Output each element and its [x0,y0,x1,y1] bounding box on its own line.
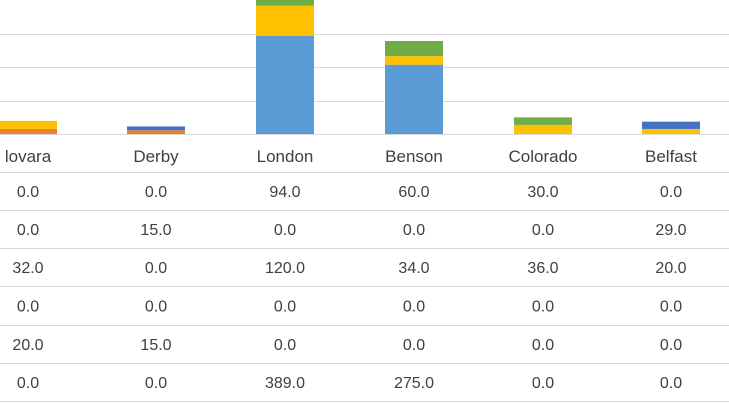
table-cell-2-4: 36.0 [527,260,558,277]
table-cell-1-5: 29.0 [655,222,686,239]
table-cell-0-3: 60.0 [398,184,429,201]
table-cell-4-2: 0.0 [274,337,296,354]
table-cell-1-4: 0.0 [532,222,554,239]
table-cell-3-5: 0.0 [660,299,682,316]
table-cell-4-1: 15.0 [140,337,171,354]
table-cell-0-4: 30.0 [527,184,558,201]
table-cell-5-4: 0.0 [532,375,554,392]
table-cell-5-3: 275.0 [394,375,434,392]
table-cell-1-1: 15.0 [140,222,171,239]
chart-gridlines [0,34,729,135]
bar-segment-3-3 [385,56,443,65]
table-cell-1-2: 0.0 [274,222,296,239]
table-cell-3-4: 0.0 [532,299,554,316]
bar-segment-3-0 [385,64,443,134]
bar-segment-2-5 [256,0,314,6]
data-table: 0.0 0.0 94.0 60.0 30.0 0.0 0.0 15.0 0.0 0.0 0.0 29.… [0,172,729,402]
table-cell-2-3: 34.0 [398,260,429,277]
category-label-0: lovara [5,147,52,166]
category-label-2: London [257,147,314,166]
bar-segment-1-1 [127,130,185,134]
table-cell-4-0: 20.0 [12,337,43,354]
table-cell-0-5: 0.0 [660,184,682,201]
table-cell-5-2: 389.0 [265,375,305,392]
table-cell-5-1: 0.0 [145,375,167,392]
table-cell-4-3: 0.0 [403,337,425,354]
table-cell-3-0: 0.0 [17,299,39,316]
category-label-1: Derby [133,147,179,166]
table-cell-4-4: 0.0 [532,337,554,354]
bar-segment-2-0 [256,35,314,134]
bar-segment-0-1 [0,128,57,134]
table-cell-5-5: 0.0 [660,375,682,392]
bar-segment-3-5 [385,41,443,57]
bar-segment-1-4 [127,126,185,131]
bar-segment-0-3 [0,120,57,129]
table-cell-2-1: 0.0 [145,260,167,277]
bar-segment-2-3 [256,5,314,36]
table-cell-3-1: 0.0 [145,299,167,316]
bar-segment-4-5 [514,117,572,125]
table-cell-3-3: 0.0 [403,299,425,316]
table-cell-0-2: 94.0 [269,184,300,201]
category-label-4: Colorado [509,147,578,166]
category-label-5: Belfast [645,147,697,166]
table-cell-0-1: 0.0 [145,184,167,201]
table-cell-4-5: 0.0 [660,337,682,354]
table-cell-5-0: 0.0 [17,375,39,392]
table-cell-0-0: 0.0 [17,184,39,201]
category-label-3: Benson [385,147,443,166]
table-cell-2-0: 32.0 [12,260,43,277]
bar-segment-5-3 [642,128,700,134]
category-axis-labels: lovara Derby London Benson Colorado Belfast [5,147,697,166]
chart-bars [0,0,700,134]
table-cell-3-2: 0.0 [274,299,296,316]
table-cell-2-5: 20.0 [655,260,686,277]
bar-segment-5-4 [642,121,700,129]
table-cell-1-0: 0.0 [17,222,39,239]
table-cell-1-3: 0.0 [403,222,425,239]
table-cell-2-2: 120.0 [265,260,305,277]
bar-segment-4-3 [514,124,572,134]
